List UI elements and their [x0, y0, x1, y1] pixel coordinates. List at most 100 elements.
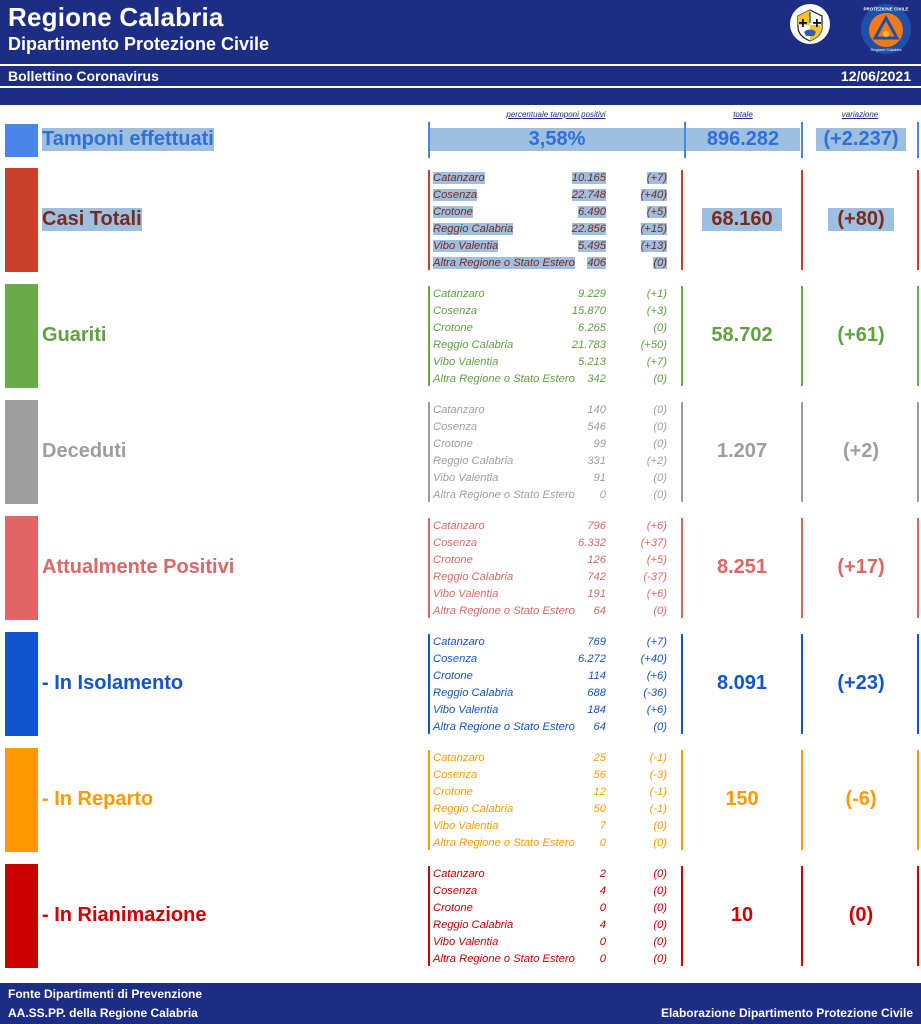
- divider: [917, 866, 919, 966]
- province-delta: (+3): [646, 305, 667, 317]
- province-value: 6.332: [578, 537, 606, 549]
- province-value: 796: [587, 520, 606, 532]
- province-value: 99: [593, 438, 606, 450]
- province-row: Crotone 0 (0): [433, 900, 673, 917]
- protezione-civile-logo: PROTEZIONE CIVILE Regione Calabria: [861, 4, 911, 54]
- province-row: Cosenza 6.332 (+37): [433, 535, 673, 552]
- province-name: Crotone: [433, 902, 473, 914]
- header-divider-bar: [0, 88, 921, 105]
- province-delta: (0): [653, 902, 667, 914]
- province-value: 0: [599, 837, 606, 849]
- province-value: 56: [593, 769, 606, 781]
- province-value: 191: [587, 588, 606, 600]
- province-row: Cosenza 4 (0): [433, 883, 673, 900]
- divider: [681, 402, 683, 502]
- province-row: Catanzaro 2 (0): [433, 866, 673, 883]
- variation-column-header: variazione: [841, 110, 879, 119]
- province-name: Catanzaro: [433, 172, 485, 184]
- divider: [917, 634, 919, 734]
- province-row: Catanzaro 796 (+6): [433, 518, 673, 535]
- province-row: Catanzaro 9.229 (+1): [433, 286, 673, 303]
- province-row: Reggio Calabria 22.856 (+15): [433, 221, 673, 238]
- casi-totali-total: 68.160: [702, 208, 782, 231]
- footer: Fonte Dipartimenti di Prevenzione AA.SS.…: [0, 983, 921, 1024]
- province-value: 5.213: [578, 356, 606, 368]
- province-value: 0: [599, 489, 606, 501]
- divider: [428, 634, 430, 734]
- divider: [801, 750, 803, 850]
- deceduti-label: Deceduti: [42, 440, 127, 462]
- in-reparto-section: - In Reparto Catanzaro 25 (-1) Cosenza 56 (-3)…: [0, 748, 921, 852]
- casi-totali-swatch: [5, 168, 38, 272]
- region-title: Regione Calabria: [8, 2, 224, 32]
- divider: [917, 750, 919, 850]
- province-row: Cosenza 6.272 (+40): [433, 651, 673, 668]
- divider: [681, 170, 683, 270]
- province-name: Crotone: [433, 438, 473, 450]
- attualmente-positivi-variation: (+17): [837, 556, 885, 578]
- province-name: Altra Regione o Stato Estero: [433, 837, 575, 849]
- in-reparto-swatch: [5, 748, 38, 852]
- province-value: 12: [593, 786, 606, 798]
- province-delta: (0): [653, 421, 667, 433]
- in-isolamento-total: 8.091: [716, 672, 768, 694]
- province-row: Cosenza 22.748 (+40): [433, 187, 673, 204]
- province-row: Crotone 6.490 (+5): [433, 204, 673, 221]
- in-isolamento-swatch: [5, 632, 38, 736]
- province-value: 4: [599, 885, 606, 897]
- guariti-province-list: Catanzaro 9.229 (+1) Cosenza 15.870 (+3) Croto…: [433, 286, 673, 388]
- province-delta: (-36): [643, 687, 667, 699]
- deceduti-swatch: [5, 400, 38, 504]
- province-row: Altra Regione o Stato Estero 0 (0): [433, 835, 673, 852]
- province-delta: (-1): [649, 786, 667, 798]
- divider: [801, 286, 803, 386]
- province-name: Altra Regione o Stato Estero: [433, 605, 575, 617]
- province-value: 4: [599, 919, 606, 931]
- department-subtitle: Dipartimento Protezione Civile: [8, 34, 270, 54]
- province-delta: (0): [653, 953, 667, 965]
- province-row: Altra Regione o Stato Estero 64 (0): [433, 719, 673, 736]
- header-banner: Regione Calabria Dipartimento Protezione…: [0, 0, 921, 64]
- divider: [428, 518, 430, 618]
- province-delta: (+7): [646, 356, 667, 368]
- tamponi-variation: (+2.237): [816, 128, 906, 151]
- province-delta: (0): [653, 489, 667, 501]
- province-value: 64: [593, 605, 606, 617]
- province-row: Altra Regione o Stato Estero 406 (0): [433, 255, 673, 272]
- province-name: Catanzaro: [433, 752, 485, 764]
- province-delta: (+2): [646, 455, 667, 467]
- province-delta: (+40): [640, 653, 667, 665]
- province-value: 742: [587, 571, 606, 583]
- total-column-header: totale: [733, 110, 753, 119]
- deceduti-section: Deceduti Catanzaro 140 (0) Cosenza 546 (0) Crot…: [0, 400, 921, 504]
- province-value: 126: [587, 554, 606, 566]
- province-delta: (+7): [646, 636, 667, 648]
- tamponi-swatch: [5, 124, 38, 157]
- province-delta: (+15): [640, 223, 667, 235]
- province-name: Cosenza: [433, 769, 478, 781]
- province-name: Crotone: [433, 554, 473, 566]
- province-name: Crotone: [433, 670, 473, 682]
- province-row: Reggio Calabria 21.783 (+50): [433, 337, 673, 354]
- in-rianimazione-swatch: [5, 864, 38, 968]
- guariti-swatch: [5, 284, 38, 388]
- attualmente-positivi-total: 8.251: [716, 556, 768, 578]
- province-name: Reggio Calabria: [433, 223, 514, 235]
- province-delta: (+6): [646, 520, 667, 532]
- guariti-total: 58.702: [711, 324, 773, 346]
- province-delta: (0): [653, 721, 667, 733]
- divider: [684, 122, 686, 158]
- province-row: Reggio Calabria 50 (-1): [433, 801, 673, 818]
- province-delta: (+13): [640, 240, 667, 252]
- province-delta: (+6): [646, 670, 667, 682]
- province-name: Altra Regione o Stato Estero: [433, 257, 575, 269]
- divider: [428, 286, 430, 386]
- province-row: Reggio Calabria 331 (+2): [433, 453, 673, 470]
- divider: [801, 170, 803, 270]
- divider: [428, 750, 430, 850]
- divider: [917, 518, 919, 618]
- guariti-variation: (+61): [837, 324, 885, 346]
- tamponi-percent: 3,58%: [430, 128, 684, 151]
- province-value: 0: [599, 953, 606, 965]
- province-name: Vibo Valentia: [433, 588, 499, 600]
